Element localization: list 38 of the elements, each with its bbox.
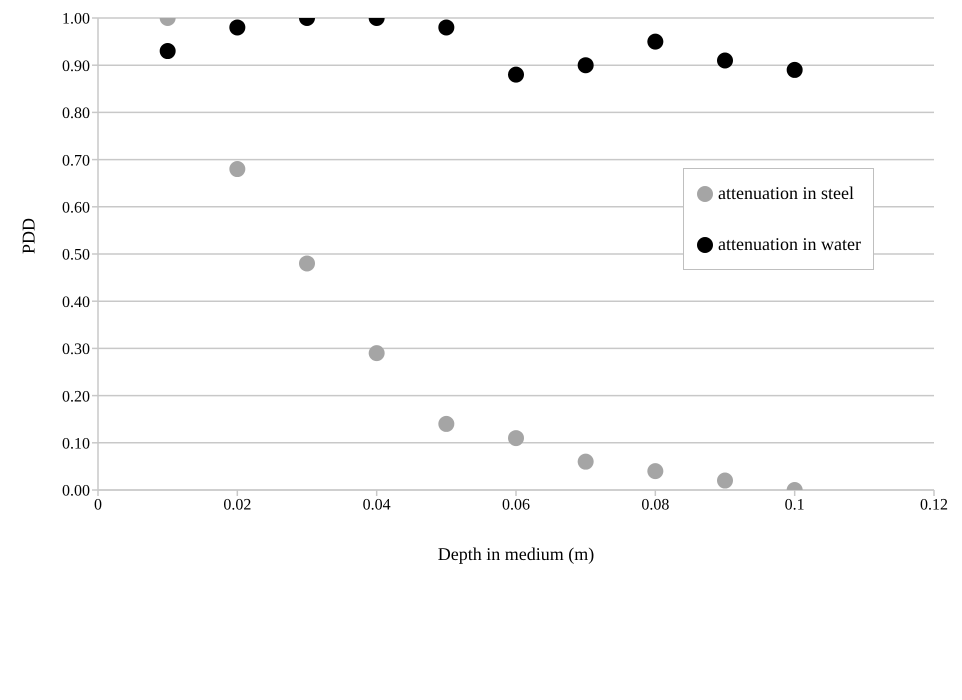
point	[717, 472, 733, 489]
point	[229, 19, 246, 36]
x-tick-label: 0.12	[920, 496, 948, 514]
y-tick-label: 0.70	[62, 152, 90, 170]
y-tick-label: 0.30	[62, 341, 90, 358]
y-tick-label: 0.50	[62, 246, 90, 264]
x-tick-label: 0.1	[784, 496, 805, 514]
legend-label: attenuation in steel	[718, 183, 854, 204]
point	[508, 430, 524, 446]
point	[647, 34, 664, 50]
legend-label: attenuation in water	[718, 234, 861, 255]
point	[717, 52, 733, 68]
x-tick-label: 0.06	[502, 496, 530, 514]
point	[368, 345, 385, 362]
y-tick-label: 0.40	[62, 294, 90, 311]
y-tick-label: 0.00	[62, 482, 90, 500]
x-tick-label: 0	[94, 496, 102, 514]
y-tick-label: 0.90	[62, 58, 90, 75]
y-tick-label: 0.60	[62, 199, 90, 216]
point	[438, 19, 454, 36]
y-axis-title: PDD	[18, 218, 38, 254]
point	[578, 57, 594, 74]
point	[438, 416, 454, 432]
point	[299, 255, 315, 272]
y-tick-label: 0.10	[62, 435, 90, 452]
y-tick-label: 1.00	[62, 10, 90, 28]
point	[160, 43, 176, 60]
point	[229, 161, 246, 178]
x-axis-title: Depth in medium (m)	[438, 544, 594, 564]
point	[786, 62, 803, 78]
y-tick-label: 0.20	[62, 388, 90, 406]
x-tick-label: 0.02	[223, 496, 252, 514]
x-tick-label: 0.04	[362, 496, 391, 514]
y-tick-label: 0.80	[62, 105, 90, 122]
point	[508, 66, 524, 83]
point	[647, 463, 664, 480]
x-tick-label: 0.08	[641, 496, 670, 514]
point	[578, 454, 594, 470]
